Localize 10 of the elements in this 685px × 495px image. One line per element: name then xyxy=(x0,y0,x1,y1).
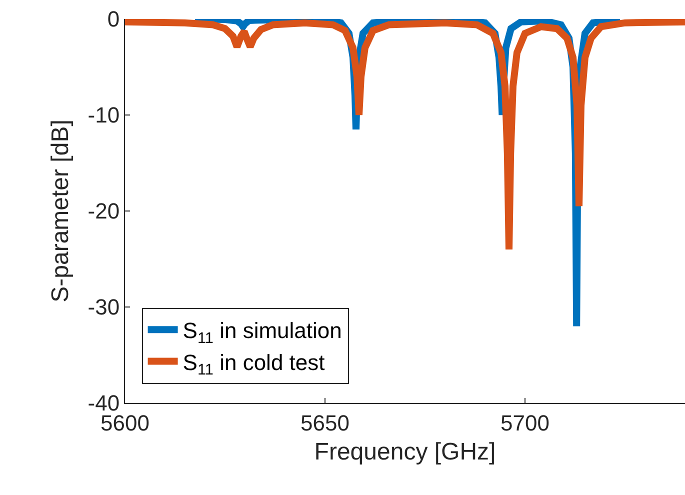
x-tick-label: 5650 xyxy=(300,410,350,436)
x-tick-label: 5700 xyxy=(500,410,550,436)
y-tick-label: -20 xyxy=(88,198,120,224)
y-axis-title: S-parameter [dB] xyxy=(46,120,74,302)
legend-label: S$_{11}$ in simulation xyxy=(182,318,342,347)
y-tick-label: -30 xyxy=(88,294,120,320)
legend-label: S$_{11}$ in cold test xyxy=(182,350,325,378)
y-tick-label: 0 xyxy=(107,6,120,32)
y-tick-label: -10 xyxy=(88,102,120,128)
x-axis-title: Frequency [GHz] xyxy=(314,438,496,466)
